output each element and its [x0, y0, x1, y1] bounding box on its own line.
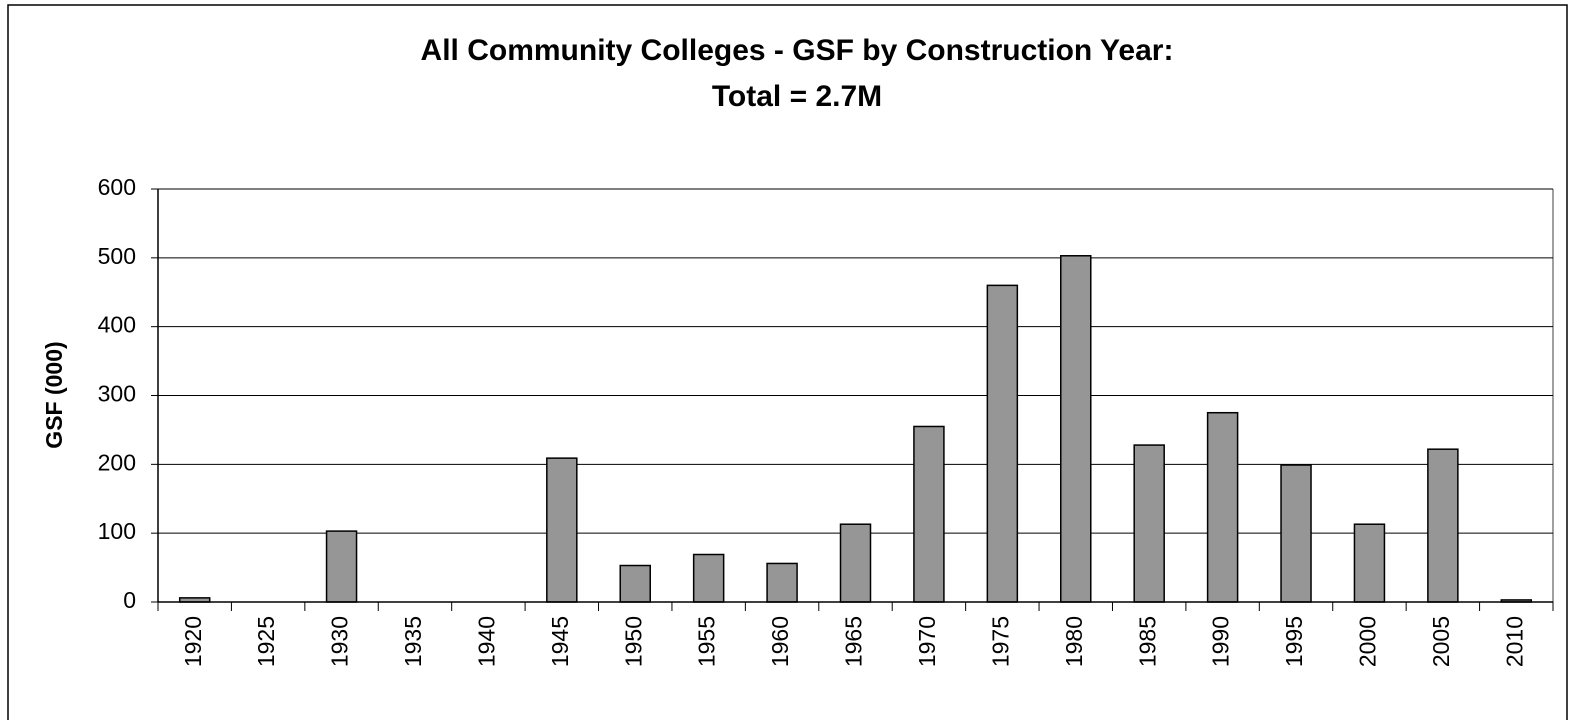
x-tick-label: 1930: [327, 616, 353, 667]
x-tick-label: 1985: [1134, 616, 1160, 667]
y-tick-label: 200: [98, 449, 136, 475]
bar: [692, 553, 725, 603]
x-tick-label: 2010: [1501, 616, 1527, 667]
bar: [1060, 255, 1092, 603]
x-tick-label: 1955: [694, 616, 720, 667]
x-tick-label: 1965: [841, 616, 867, 667]
bar: [546, 457, 578, 603]
x-tick-label: 1995: [1281, 616, 1307, 667]
bar: [839, 523, 872, 603]
x-tick-label: 1980: [1061, 616, 1087, 667]
y-axis-label: GSF (000): [41, 341, 67, 448]
x-tick-label: 1925: [253, 616, 279, 667]
y-tick-label: 500: [98, 243, 136, 269]
x-tick-label: 2000: [1355, 616, 1381, 667]
x-tick-label: 1950: [620, 616, 646, 667]
y-tick-label: 300: [98, 381, 136, 407]
bar: [913, 425, 945, 603]
y-tick-label: 400: [98, 312, 136, 338]
bar: [619, 564, 651, 603]
y-tick-label: 600: [98, 174, 136, 200]
bar: [986, 284, 1019, 603]
x-tick-label: 1970: [914, 616, 940, 667]
x-tick-label: 1960: [767, 616, 793, 667]
x-tick-label: 2005: [1428, 616, 1454, 667]
bar: [1427, 448, 1459, 603]
bar: [1353, 523, 1386, 603]
x-tick-label: 1935: [400, 616, 426, 667]
x-tick-label: 1945: [547, 616, 573, 667]
x-tick-label: 1975: [987, 616, 1013, 667]
x-tick-label: 1990: [1208, 616, 1234, 667]
x-tick-label: 1920: [180, 616, 206, 667]
chart-title: All Community Colleges - GSF by Construc…: [421, 34, 1174, 67]
bar: [766, 562, 798, 603]
bar: [325, 530, 358, 603]
y-tick-label: 100: [98, 518, 136, 544]
y-tick-label: 0: [123, 587, 136, 613]
bar: [1280, 464, 1312, 603]
x-tick-label: 1940: [473, 616, 499, 667]
bar: [1206, 411, 1239, 603]
chart-subtitle: Total = 2.7M: [712, 80, 882, 113]
bar: [1133, 444, 1165, 603]
